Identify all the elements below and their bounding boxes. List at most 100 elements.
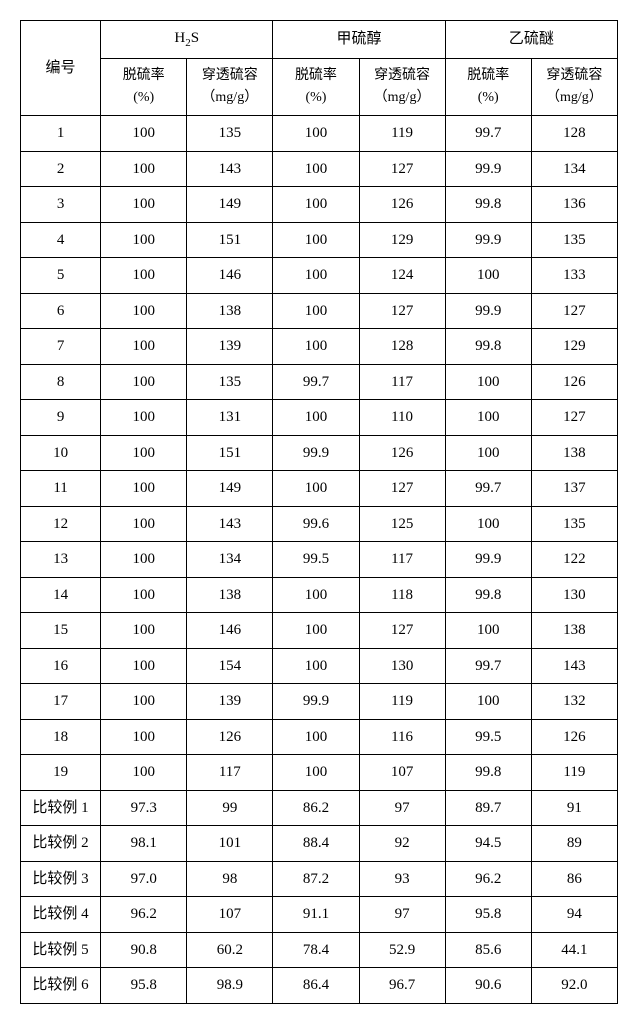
cell-value: 100 bbox=[101, 258, 187, 294]
cell-value: 94 bbox=[531, 897, 617, 933]
cell-value: 92 bbox=[359, 826, 445, 862]
cell-value: 100 bbox=[445, 364, 531, 400]
cell-value: 91 bbox=[531, 790, 617, 826]
cell-value: 136 bbox=[531, 187, 617, 223]
cell-value: 100 bbox=[445, 506, 531, 542]
cell-value: 97 bbox=[359, 790, 445, 826]
cell-value: 100 bbox=[445, 435, 531, 471]
row-label: 3 bbox=[21, 187, 101, 223]
cell-value: 60.2 bbox=[187, 932, 273, 968]
cell-value: 99.8 bbox=[445, 755, 531, 791]
subheader-capacity: 穿透硫容（mg/g） bbox=[359, 58, 445, 116]
cell-value: 129 bbox=[359, 222, 445, 258]
row-label: 比较例 2 bbox=[21, 826, 101, 862]
cell-value: 100 bbox=[273, 187, 359, 223]
cell-value: 151 bbox=[187, 222, 273, 258]
cell-value: 124 bbox=[359, 258, 445, 294]
cell-value: 127 bbox=[359, 151, 445, 187]
cell-value: 52.9 bbox=[359, 932, 445, 968]
cell-value: 122 bbox=[531, 542, 617, 578]
cell-value: 129 bbox=[531, 329, 617, 365]
cell-value: 90.6 bbox=[445, 968, 531, 1004]
cell-value: 132 bbox=[531, 684, 617, 720]
cell-value: 100 bbox=[101, 293, 187, 329]
table-row: 1710013999.9119100132 bbox=[21, 684, 618, 720]
cell-value: 96.7 bbox=[359, 968, 445, 1004]
cell-value: 99.9 bbox=[273, 684, 359, 720]
cell-value: 100 bbox=[445, 684, 531, 720]
cell-value: 100 bbox=[273, 648, 359, 684]
cell-value: 100 bbox=[101, 116, 187, 152]
cell-value: 126 bbox=[531, 364, 617, 400]
cell-value: 97.3 bbox=[101, 790, 187, 826]
cell-value: 95.8 bbox=[101, 968, 187, 1004]
cell-value: 143 bbox=[187, 151, 273, 187]
row-label: 比较例 1 bbox=[21, 790, 101, 826]
cell-value: 95.8 bbox=[445, 897, 531, 933]
row-label: 9 bbox=[21, 400, 101, 436]
table-row: 1010015199.9126100138 bbox=[21, 435, 618, 471]
row-label: 2 bbox=[21, 151, 101, 187]
cell-value: 96.2 bbox=[101, 897, 187, 933]
cell-value: 99.9 bbox=[273, 435, 359, 471]
cell-value: 128 bbox=[531, 116, 617, 152]
cell-value: 99.7 bbox=[445, 116, 531, 152]
cell-value: 99.9 bbox=[445, 222, 531, 258]
cell-value: 138 bbox=[531, 435, 617, 471]
row-label: 10 bbox=[21, 435, 101, 471]
cell-value: 97.0 bbox=[101, 861, 187, 897]
cell-value: 127 bbox=[531, 400, 617, 436]
desulfurization-table: 编号 H2S 甲硫醇 乙硫醚 脱硫率(%) 穿透硫容（mg/g） 脱硫率(%) … bbox=[20, 20, 618, 1004]
cell-value: 127 bbox=[359, 471, 445, 507]
table-row: 比较例 695.898.986.496.790.692.0 bbox=[21, 968, 618, 1004]
row-label: 13 bbox=[21, 542, 101, 578]
header-group-h2s: H2S bbox=[101, 21, 273, 59]
cell-value: 100 bbox=[101, 471, 187, 507]
table-row: 610013810012799.9127 bbox=[21, 293, 618, 329]
cell-value: 127 bbox=[531, 293, 617, 329]
cell-value: 88.4 bbox=[273, 826, 359, 862]
table-row: 比较例 496.210791.19795.894 bbox=[21, 897, 618, 933]
table-row: 110013510011999.7128 bbox=[21, 116, 618, 152]
cell-value: 100 bbox=[101, 222, 187, 258]
cell-value: 117 bbox=[359, 542, 445, 578]
table-row: 1110014910012799.7137 bbox=[21, 471, 618, 507]
cell-value: 93 bbox=[359, 861, 445, 897]
row-label: 7 bbox=[21, 329, 101, 365]
cell-value: 107 bbox=[359, 755, 445, 791]
cell-value: 99.9 bbox=[445, 151, 531, 187]
subheader-rate: 脱硫率(%) bbox=[445, 58, 531, 116]
cell-value: 100 bbox=[101, 577, 187, 613]
row-label: 12 bbox=[21, 506, 101, 542]
subheader-rate: 脱硫率(%) bbox=[101, 58, 187, 116]
cell-value: 119 bbox=[359, 116, 445, 152]
cell-value: 98 bbox=[187, 861, 273, 897]
row-label: 6 bbox=[21, 293, 101, 329]
table-row: 比较例 197.39986.29789.791 bbox=[21, 790, 618, 826]
cell-value: 96.2 bbox=[445, 861, 531, 897]
cell-value: 110 bbox=[359, 400, 445, 436]
table-row: 1910011710010799.8119 bbox=[21, 755, 618, 791]
cell-value: 100 bbox=[273, 222, 359, 258]
row-label: 11 bbox=[21, 471, 101, 507]
cell-value: 101 bbox=[187, 826, 273, 862]
header-group-methanethiol: 甲硫醇 bbox=[273, 21, 445, 59]
row-label: 14 bbox=[21, 577, 101, 613]
cell-value: 146 bbox=[187, 258, 273, 294]
row-label: 17 bbox=[21, 684, 101, 720]
cell-value: 99.5 bbox=[445, 719, 531, 755]
cell-value: 118 bbox=[359, 577, 445, 613]
cell-value: 100 bbox=[273, 116, 359, 152]
cell-value: 138 bbox=[187, 293, 273, 329]
cell-value: 99.7 bbox=[445, 648, 531, 684]
cell-value: 131 bbox=[187, 400, 273, 436]
cell-value: 99.7 bbox=[445, 471, 531, 507]
cell-value: 87.2 bbox=[273, 861, 359, 897]
cell-value: 92.0 bbox=[531, 968, 617, 1004]
cell-value: 98.1 bbox=[101, 826, 187, 862]
cell-value: 100 bbox=[273, 613, 359, 649]
cell-value: 86.4 bbox=[273, 968, 359, 1004]
table-row: 1210014399.6125100135 bbox=[21, 506, 618, 542]
cell-value: 130 bbox=[531, 577, 617, 613]
cell-value: 100 bbox=[273, 471, 359, 507]
